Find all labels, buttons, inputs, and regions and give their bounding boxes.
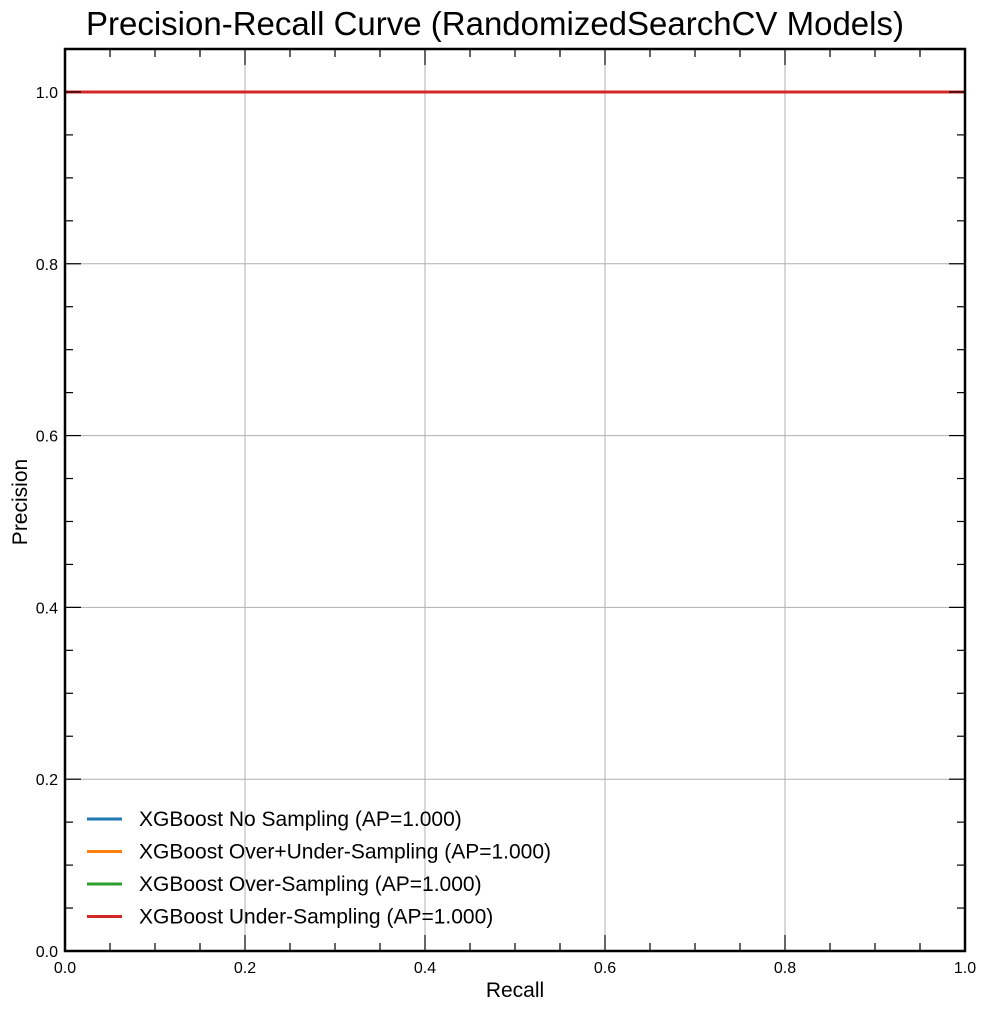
x-tick-label: 0.0 [54,960,76,977]
legend-label: XGBoost Under-Sampling (AP=1.000) [139,906,493,929]
chart-title: Precision-Recall Curve (RandomizedSearch… [86,5,904,42]
x-tick-label: 1.0 [954,960,976,977]
y-tick-label: 0.2 [36,772,58,789]
y-tick-label: 1.0 [36,85,58,102]
x-tick-label: 0.6 [594,960,616,977]
legend-label: XGBoost Over+Under-Sampling (AP=1.000) [139,841,551,864]
y-axis-tick-labels: 0.0 0.2 0.4 0.6 0.8 1.0 [36,85,58,961]
x-tick-label: 0.2 [234,960,256,977]
legend-label: XGBoost Over-Sampling (AP=1.000) [139,873,482,896]
x-axis-tick-labels: 0.0 0.2 0.4 0.6 0.8 1.0 [54,960,976,977]
legend-label: XGBoost No Sampling (AP=1.000) [139,808,462,831]
x-tick-label: 0.8 [774,960,796,977]
y-tick-label: 0.8 [36,257,58,274]
plot-frame [63,47,967,953]
y-tick-label: 0.4 [36,600,58,617]
legend: XGBoost No Sampling (AP=1.000) XGBoost Ov… [87,808,551,929]
y-axis-label: Precision [9,459,32,545]
y-tick-label: 0.0 [36,944,58,961]
x-axis-label: Recall [486,979,544,1002]
y-tick-label: 0.6 [36,429,58,446]
x-tick-label: 0.4 [414,960,436,977]
